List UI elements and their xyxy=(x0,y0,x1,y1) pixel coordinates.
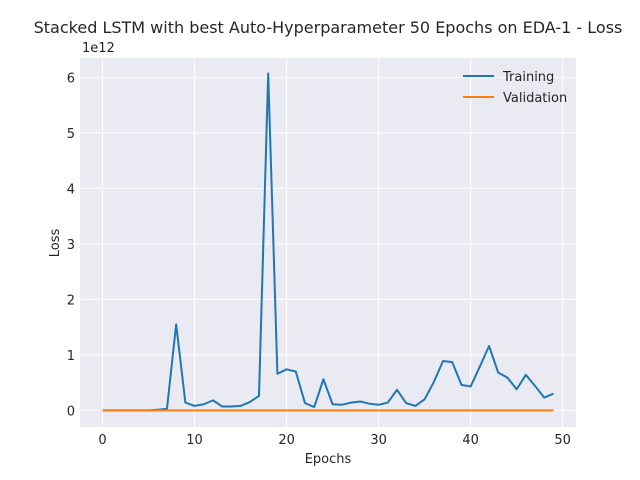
plot-background xyxy=(80,58,576,427)
y-tick-label: 3 xyxy=(67,238,75,253)
legend: Training Validation xyxy=(463,70,567,106)
y-tick-label: 5 xyxy=(67,127,75,142)
series-line-training xyxy=(102,72,554,412)
x-tick-label: 30 xyxy=(370,433,387,448)
y-tick-label: 4 xyxy=(67,182,75,197)
y-tick-label: 0 xyxy=(67,404,75,419)
series-lines xyxy=(102,72,554,412)
y-offset-label: 1e12 xyxy=(82,41,115,56)
y-tick-labels: 0 1 2 3 4 5 6 xyxy=(67,71,75,419)
x-tick-label: 40 xyxy=(462,433,479,448)
x-gridlines xyxy=(102,58,564,427)
x-tick-labels: 0 10 20 30 40 50 xyxy=(98,433,571,448)
x-tick-label: 0 xyxy=(98,433,106,448)
x-tick-label: 20 xyxy=(278,433,295,448)
chart-title: Stacked LSTM with best Auto-Hyperparamet… xyxy=(34,18,623,37)
y-axis-label: Loss xyxy=(48,229,63,258)
y-tick-label: 6 xyxy=(67,71,75,86)
legend-label-training: Training xyxy=(502,70,554,85)
legend-label-validation: Validation xyxy=(503,91,567,106)
x-axis-label: Epochs xyxy=(305,452,352,467)
x-tick-label: 10 xyxy=(186,433,203,448)
y-tick-label: 1 xyxy=(67,349,75,364)
x-tick-label: 50 xyxy=(554,433,571,448)
y-tick-label: 2 xyxy=(67,293,75,308)
